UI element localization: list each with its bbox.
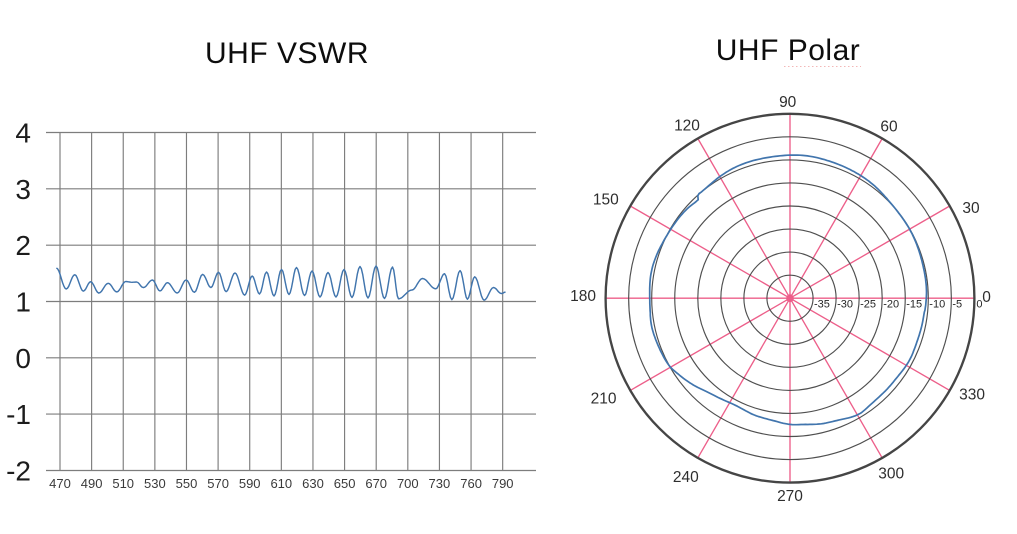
svg-text:610: 610 <box>270 476 292 491</box>
svg-text:-30: -30 <box>837 299 853 311</box>
svg-text:300: 300 <box>878 465 904 482</box>
svg-text:UHF Polar: UHF Polar <box>716 34 861 67</box>
svg-text:150: 150 <box>593 192 619 209</box>
svg-text:730: 730 <box>429 476 451 491</box>
svg-text:-20: -20 <box>883 299 899 311</box>
svg-text:-25: -25 <box>860 299 876 311</box>
svg-text:-1: -1 <box>6 399 31 430</box>
svg-text:-5: -5 <box>952 299 962 311</box>
svg-text:60: 60 <box>880 119 898 136</box>
svg-text:-35: -35 <box>814 299 830 311</box>
svg-text:510: 510 <box>112 476 134 491</box>
svg-text:90: 90 <box>779 94 797 111</box>
svg-text:0: 0 <box>982 289 991 306</box>
svg-text:0: 0 <box>976 299 982 311</box>
svg-text:3: 3 <box>15 174 31 205</box>
svg-text:760: 760 <box>460 476 482 491</box>
svg-text:UHF VSWR: UHF VSWR <box>205 37 369 70</box>
svg-text:1: 1 <box>15 287 31 318</box>
svg-text:240: 240 <box>673 469 699 486</box>
svg-text:590: 590 <box>239 476 261 491</box>
svg-text:210: 210 <box>591 390 617 407</box>
svg-text:270: 270 <box>777 488 803 505</box>
svg-text:470: 470 <box>49 476 71 491</box>
svg-text:550: 550 <box>176 476 198 491</box>
svg-text:2: 2 <box>15 230 31 261</box>
svg-text:180: 180 <box>570 288 596 305</box>
svg-text:120: 120 <box>674 118 700 135</box>
svg-text:330: 330 <box>959 386 985 403</box>
svg-text:650: 650 <box>334 476 356 491</box>
svg-text:630: 630 <box>302 476 324 491</box>
svg-text:790: 790 <box>492 476 514 491</box>
svg-text:4: 4 <box>15 118 31 149</box>
svg-text:700: 700 <box>397 476 419 491</box>
svg-text:530: 530 <box>144 476 166 491</box>
svg-text:670: 670 <box>365 476 387 491</box>
svg-text:-10: -10 <box>929 299 945 311</box>
svg-text:30: 30 <box>962 200 980 217</box>
svg-text:490: 490 <box>81 476 103 491</box>
svg-text:-15: -15 <box>906 299 922 311</box>
svg-text:0: 0 <box>15 343 31 374</box>
svg-text:570: 570 <box>207 476 229 491</box>
svg-text:-2: -2 <box>6 456 31 487</box>
